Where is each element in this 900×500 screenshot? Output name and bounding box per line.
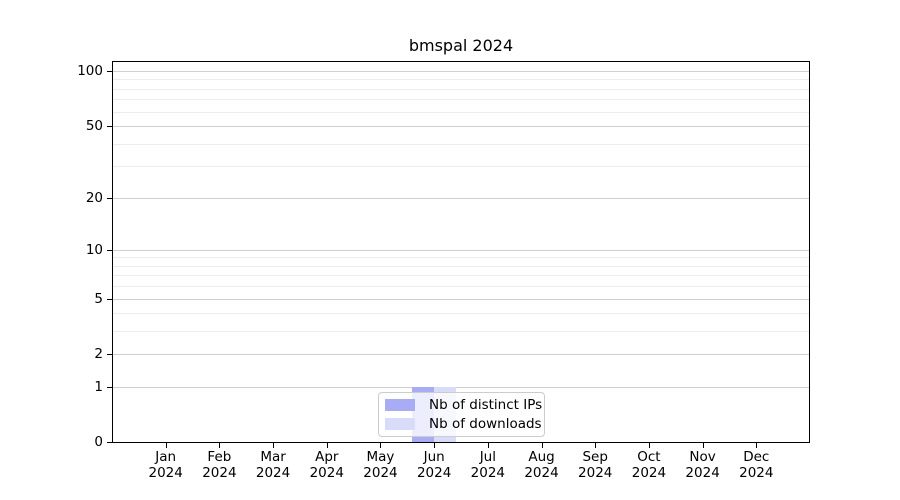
gridline-minor: [113, 99, 809, 101]
x-tick-label: Mar 2024: [255, 449, 291, 481]
x-tick-label: Aug 2024: [524, 449, 559, 481]
gridline-minor: [113, 265, 809, 267]
plot-area: [112, 61, 810, 443]
x-tick: [326, 443, 328, 448]
gridline-major: [113, 71, 809, 72]
gridline-major: [113, 354, 809, 356]
x-tick: [273, 443, 275, 448]
y-tick: [107, 387, 112, 389]
y-tick-label: 100: [77, 63, 103, 79]
gridline-minor: [113, 331, 809, 333]
gridline-minor: [113, 88, 809, 90]
y-tick-label: 10: [85, 241, 103, 258]
gridline-minor: [113, 111, 809, 113]
y-tick: [107, 126, 112, 128]
gridline-major: [113, 197, 809, 199]
y-tick-label: 50: [85, 118, 103, 135]
y-tick: [107, 71, 112, 72]
x-tick-label: Oct 2024: [631, 449, 667, 481]
x-tick-label: Sep 2024: [578, 449, 613, 481]
x-tick-label: Nov 2024: [685, 449, 720, 481]
y-tick-label: 2: [94, 346, 103, 363]
legend-label-distinct-ips: Nb of distinct IPs: [429, 397, 543, 414]
x-tick: [380, 443, 382, 448]
y-tick-label: 1: [94, 379, 103, 396]
gridline-minor: [113, 313, 809, 315]
gridline-major: [113, 387, 809, 389]
gridline-major: [113, 126, 809, 128]
x-tick-label: Jul 2024: [470, 449, 506, 481]
y-tick: [107, 354, 112, 356]
gridline-minor: [113, 143, 809, 145]
y-tick: [107, 442, 112, 443]
y-tick-label: 0: [94, 434, 103, 450]
legend-swatch-downloads-icon: [385, 417, 415, 430]
x-tick-label: Jan 2024: [148, 449, 183, 481]
x-tick: [756, 443, 758, 448]
legend-label-downloads: Nb of downloads: [429, 415, 542, 432]
gridline-minor: [113, 166, 809, 168]
y-tick-label: 20: [85, 189, 103, 206]
gridline-minor: [113, 286, 809, 288]
gridline-major: [113, 249, 809, 251]
chart-title: bmspal 2024: [408, 36, 514, 55]
y-tick: [107, 249, 112, 251]
legend: Nb of distinct IPs Nb of downloads: [378, 392, 545, 437]
x-tick-label: Apr 2024: [309, 449, 344, 481]
y-tick: [107, 298, 112, 300]
legend-item-downloads: Nb of downloads: [385, 415, 542, 434]
legend-item-distinct-ips: Nb of distinct IPs: [385, 396, 542, 415]
x-tick: [595, 443, 597, 448]
legend-swatch-distinct-ips-icon: [385, 399, 415, 412]
x-tick: [648, 443, 650, 448]
gridline-major: [113, 298, 809, 300]
y-tick: [107, 197, 112, 199]
gridline-minor: [113, 257, 809, 259]
gridline-minor: [113, 275, 809, 277]
x-tick: [434, 443, 436, 448]
x-tick-label: Dec 2024: [739, 449, 774, 481]
x-tick: [541, 443, 543, 448]
x-tick-label: May 2024: [363, 449, 398, 481]
x-tick: [219, 443, 221, 448]
gridline-minor: [113, 79, 809, 81]
x-tick-label: Jun 2024: [416, 449, 452, 481]
x-tick-label: Feb 2024: [202, 449, 237, 481]
x-tick: [702, 443, 704, 448]
x-tick: [487, 443, 489, 448]
x-tick: [165, 443, 167, 448]
y-tick-label: 5: [94, 290, 103, 307]
